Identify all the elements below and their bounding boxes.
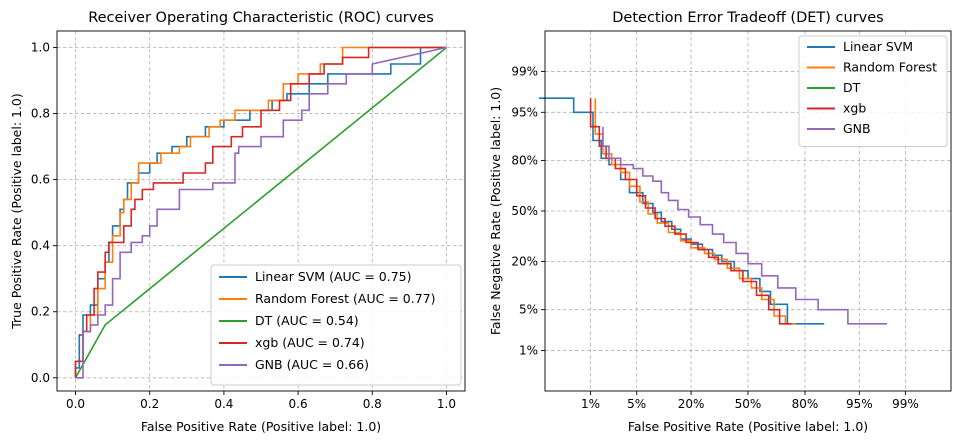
roc-legend-label: Random Forest (AUC = 0.77) xyxy=(255,291,436,306)
det-legend-label: xgb xyxy=(843,101,866,116)
roc-xlabel: False Positive Rate (Positive label: 1.0… xyxy=(141,419,381,434)
det-ytick-label: 80% xyxy=(511,154,538,168)
det-series-gnb xyxy=(602,126,887,325)
roc-ytick-label: 0.4 xyxy=(31,239,50,253)
roc-xtick-label: 0.2 xyxy=(140,397,159,411)
roc-legend-label: xgb (AUC = 0.74) xyxy=(255,335,365,350)
det-xtick-label: 95% xyxy=(846,397,873,411)
roc-ytick-label: 0.8 xyxy=(31,107,50,121)
det-ytick-label: 99% xyxy=(511,64,538,78)
det-xtick-label: 5% xyxy=(627,397,646,411)
roc-title: Receiver Operating Characteristic (ROC) … xyxy=(88,10,434,26)
roc-xtick-label: 1.0 xyxy=(437,397,456,411)
roc-ytick-label: 0.0 xyxy=(31,371,50,385)
roc-legend-label: Linear SVM (AUC = 0.75) xyxy=(255,269,412,284)
det-ytick-label: 50% xyxy=(511,204,538,218)
roc-series-dt xyxy=(74,46,448,379)
det-legend-box xyxy=(798,35,948,147)
det-legend-label: GNB xyxy=(843,121,871,136)
det-xtick-label: 99% xyxy=(892,397,919,411)
roc-xtick-label: 0.6 xyxy=(289,397,308,411)
roc-legend-label: GNB (AUC = 0.66) xyxy=(255,357,369,372)
roc-ticks: 0.0 0.2 0.4 0.6 0.8 1.0 0.0 0.2 0.4 0.6 0.8 1.0 xyxy=(31,41,456,411)
det-ytick-label: 5% xyxy=(519,303,538,317)
roc-legend-label: DT (AUC = 0.54) xyxy=(255,313,359,328)
det-xlabel: False Positive Rate (Positive label: 1.0… xyxy=(628,419,868,434)
det-ytick-label: 20% xyxy=(511,254,538,268)
roc-series-xgb xyxy=(74,46,447,378)
roc-ytick-label: 1.0 xyxy=(31,41,50,55)
det-chart: Detection Error Tradeoff (DET) curves 1%… xyxy=(488,10,952,434)
roc-xtick-label: 0.4 xyxy=(214,397,233,411)
det-series-random-forest xyxy=(594,98,796,325)
det-ytick-label: 1% xyxy=(519,344,538,358)
det-legend-label: Linear SVM xyxy=(843,39,913,54)
roc-ylabel: True Positive Rate (Positive label: 1.0) xyxy=(9,93,24,330)
roc-chart: Receiver Operating Characteristic (ROC) … xyxy=(9,10,466,434)
roc-series-random-forest xyxy=(74,46,447,378)
det-xtick-label: 20% xyxy=(678,397,705,411)
roc-ytick-label: 0.6 xyxy=(31,173,50,187)
det-xtick-label: 1% xyxy=(581,397,600,411)
roc-series-group xyxy=(74,46,448,379)
det-legend-label: DT xyxy=(843,80,861,95)
det-title: Detection Error Tradeoff (DET) curves xyxy=(612,10,883,26)
det-series-xgb xyxy=(589,98,792,325)
roc-ytick-label: 0.2 xyxy=(31,305,50,319)
det-ylabel: False Negative Rate (Positive label: 1.0… xyxy=(488,87,503,335)
det-ytick-label: 95% xyxy=(511,105,538,119)
roc-legend: Linear SVM (AUC = 0.75) Random Forest (AU… xyxy=(210,264,462,386)
det-legend-label: Random Forest xyxy=(843,60,937,75)
det-legend: Linear SVM Random Forest DT xgb GNB xyxy=(798,35,948,147)
roc-series-gnb xyxy=(75,46,447,379)
roc-axes-frame xyxy=(56,30,466,392)
roc-xtick-label: 0.0 xyxy=(66,397,85,411)
det-xtick-label: 50% xyxy=(735,397,762,411)
det-series-group xyxy=(538,97,887,325)
det-xtick-label: 80% xyxy=(792,397,819,411)
roc-legend-box xyxy=(210,264,462,386)
roc-grid xyxy=(57,31,465,391)
roc-xtick-label: 0.8 xyxy=(363,397,382,411)
det-ticks: 1% 5% 20% 50% 80% 95% 99% 1% 5% 20% 50% 80% 95% 99% xyxy=(511,64,918,411)
